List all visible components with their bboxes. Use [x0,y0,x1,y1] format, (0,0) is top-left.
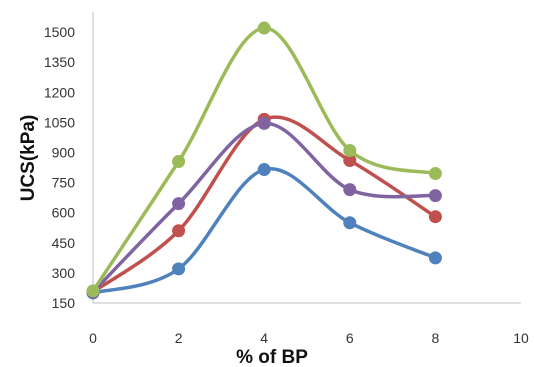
x-tick-label: 0 [89,330,97,346]
x-tick-label: 2 [175,330,183,346]
series-line [91,115,438,294]
data-point [428,167,442,181]
y-axis-title: UCS(kPa) [18,115,39,202]
x-axis-title: % of BP [236,347,308,367]
data-point [343,154,357,168]
data-point [172,262,186,276]
data-point [86,284,100,298]
y-tick-label: 600 [52,205,76,221]
data-point [257,21,271,35]
data-point [257,163,271,177]
data-point [343,216,357,230]
y-tick-label: 450 [52,235,76,251]
x-tick-label: 4 [260,330,268,346]
y-tick-label: 1200 [44,84,75,100]
y-tick-label: 1350 [44,54,75,70]
y-tick-label: 900 [52,144,76,160]
series-4 [86,21,442,298]
data-point [343,183,357,197]
data-point [172,155,186,169]
y-tick-label: 1050 [44,114,75,130]
series-layer [86,21,442,300]
y-tick-label: 150 [52,295,76,311]
x-tick-label: 8 [432,330,440,346]
data-point [428,210,442,224]
data-point [257,116,271,130]
data-point [343,143,357,157]
y-tick-label: 300 [52,265,76,281]
series-3 [86,116,442,299]
data-point [428,189,442,203]
series-2 [86,112,442,299]
series-line [91,121,438,294]
data-point [172,197,186,211]
axes [92,12,521,304]
y-tick-label: 750 [52,175,76,191]
x-tick-labels: 0 2 4 6 8 10 [89,330,529,346]
series-line [91,26,438,293]
y-tick-labels: 150 300 450 600 750 900 1050 1200 1350 1500 [44,24,75,311]
x-tick-label: 10 [513,330,529,346]
series-line [91,166,438,295]
data-point [172,224,186,238]
y-tick-label: 1500 [44,24,75,40]
data-point [428,251,442,265]
x-tick-label: 6 [346,330,354,346]
